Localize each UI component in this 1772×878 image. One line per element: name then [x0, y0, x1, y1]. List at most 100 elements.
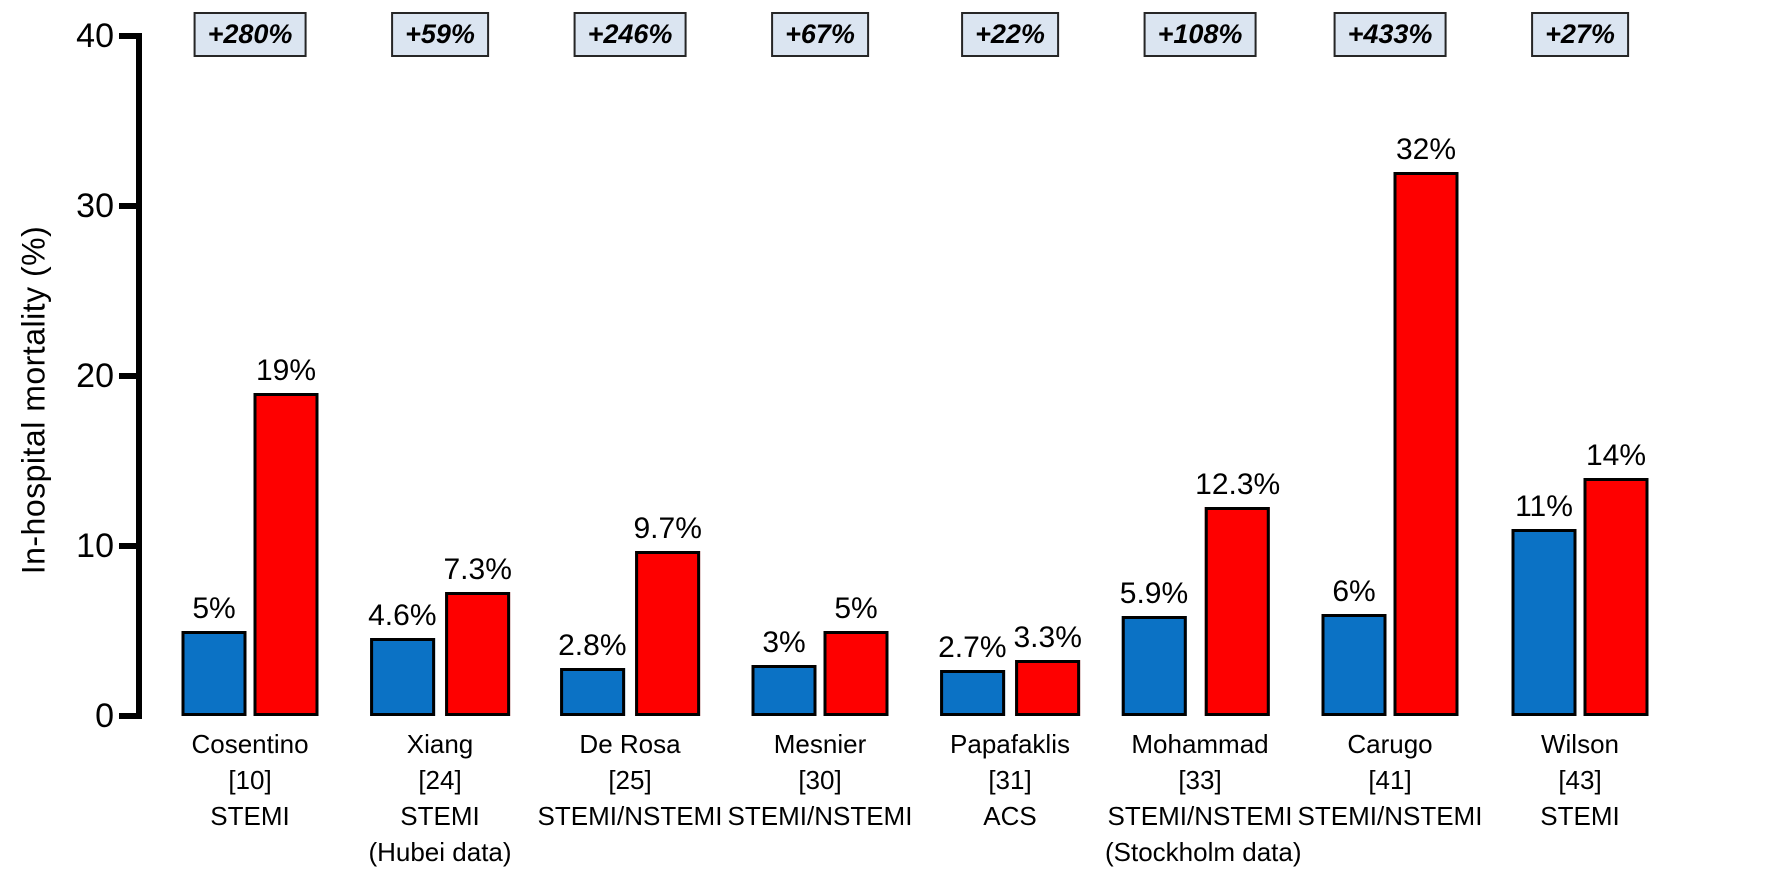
bar-group: +246% 2.8% 9.7% De Rosa [25] STEMI/NSTEMI	[535, 0, 725, 878]
blue-bar	[369, 638, 435, 716]
y-tick-mark	[119, 543, 136, 549]
category-label: Carugo [41] STEMI/NSTEMI	[1295, 726, 1485, 834]
blue-bar	[181, 631, 247, 716]
category-label-line: Cosentino	[191, 729, 309, 759]
red-bar-value-label: 5%	[834, 592, 878, 625]
percent-change-box: +59%	[391, 12, 489, 57]
category-label: Mesnier [30] STEMI/NSTEMI	[725, 726, 915, 834]
y-tick-mark	[119, 373, 136, 379]
category-label-line: Xiang	[406, 729, 474, 759]
percent-change-box: +433%	[1333, 12, 1447, 57]
blue-bar	[939, 670, 1005, 716]
bar-pair: 5% 19%	[181, 354, 319, 716]
red-bar-value-label: 12.3%	[1195, 468, 1281, 501]
bar-wrap-red: 9.7%	[634, 514, 702, 716]
bar-group: +433% 6% 32% Carugo [41] STEMI/NSTEMI	[1295, 0, 1485, 878]
category-label-line: STEMI/NSTEMI	[1107, 801, 1293, 831]
percent-change-box: +27%	[1531, 12, 1629, 57]
y-tick-mark	[119, 713, 136, 719]
bar-group: +22% 2.7% 3.3% Papafaklis [31] ACS	[915, 0, 1105, 878]
category-label-line: [33]	[1178, 765, 1222, 795]
percent-change-box: +67%	[771, 12, 869, 57]
bar-group: +280% 5% 19% Cosentino [10] STEMI	[155, 0, 345, 878]
red-bar	[1205, 507, 1271, 716]
category-label-line: STEMI/NSTEMI	[727, 801, 913, 831]
blue-bar	[1511, 529, 1577, 716]
bar-wrap-blue: 3%	[751, 626, 817, 716]
category-label: Wilson [43] STEMI	[1485, 726, 1675, 834]
category-label-line: De Rosa	[579, 729, 681, 759]
red-bar-value-label: 9.7%	[633, 512, 702, 545]
blue-bar-value-label: 2.7%	[938, 631, 1007, 664]
red-bar-value-label: 19%	[255, 354, 317, 387]
bar-wrap-red: 14%	[1583, 439, 1649, 716]
category-label-line: [10]	[228, 765, 272, 795]
category-label-line: [24]	[418, 765, 462, 795]
bar-wrap-blue: 6%	[1321, 575, 1387, 716]
category-label-line: [30]	[798, 765, 842, 795]
y-tick-label: 20	[76, 357, 114, 395]
bar-pair: 11% 14%	[1511, 439, 1649, 716]
bar-group: +67% 3% 5% Mesnier [30] STEMI/NSTEMI	[725, 0, 915, 878]
category-label-line: Mohammad	[1131, 729, 1269, 759]
y-tick-label: 40	[76, 17, 114, 55]
blue-bar-value-label: 3%	[762, 626, 806, 659]
bar-wrap-red: 32%	[1393, 133, 1459, 716]
category-label-line: [31]	[988, 765, 1032, 795]
bar-pair: 4.6% 7.3%	[368, 555, 512, 716]
percent-change-box: +22%	[961, 12, 1059, 57]
category-label-line: STEMI	[400, 801, 480, 831]
y-tick-label: 10	[76, 527, 114, 565]
bar-pair: 2.7% 3.3%	[938, 623, 1082, 716]
bar-wrap-blue: 2.7%	[938, 631, 1007, 716]
category-label: Xiang [24] STEMI (Hubei data)	[345, 726, 535, 870]
bar-pair: 6% 32%	[1321, 133, 1459, 716]
red-bar-value-label: 3.3%	[1013, 621, 1082, 654]
category-label-line: [41]	[1368, 765, 1412, 795]
bar-pair: 5.9% 12.3%	[1120, 470, 1280, 716]
category-label-line: STEMI	[210, 801, 290, 831]
blue-bar-value-label: 5.9%	[1119, 577, 1189, 610]
blue-bar-value-label: 2.8%	[558, 629, 627, 662]
red-bar	[1015, 660, 1081, 716]
red-bar	[253, 393, 319, 716]
category-label-line: STEMI	[1540, 801, 1620, 831]
y-tick-label: 0	[95, 697, 114, 735]
red-bar-value-label: 32%	[1395, 133, 1457, 166]
category-label-line: [43]	[1558, 765, 1602, 795]
blue-bar-value-label: 11%	[1515, 490, 1573, 523]
red-bar-value-label: 7.3%	[443, 553, 512, 586]
bar-wrap-red: 7.3%	[444, 555, 512, 716]
bar-wrap-red: 12.3%	[1195, 470, 1280, 716]
bar-wrap-red: 5%	[823, 592, 889, 716]
category-label: Mohammad [33] STEMI/NSTEMI (Stockholm data)	[1105, 726, 1302, 870]
category-label-line: STEMI/NSTEMI	[537, 801, 723, 831]
bar-wrap-blue: 11%	[1511, 490, 1577, 716]
red-bar	[823, 631, 889, 716]
bar-pair: 2.8% 9.7%	[558, 514, 702, 716]
category-label-line: Wilson	[1540, 729, 1619, 759]
bar-wrap-blue: 2.8%	[558, 629, 627, 716]
blue-bar-value-label: 6%	[1332, 575, 1376, 608]
category-label-line: ACS	[983, 801, 1037, 831]
bar-wrap-blue: 5.9%	[1120, 579, 1188, 716]
y-axis-title: In-hospital mortality (%)	[15, 225, 52, 575]
y-tick-mark	[119, 33, 136, 39]
bar-wrap-blue: 5%	[181, 594, 247, 716]
red-bar	[635, 551, 701, 716]
bar-wrap-blue: 4.6%	[368, 601, 437, 716]
blue-bar	[1121, 616, 1187, 716]
category-label-line: Mesnier	[773, 729, 867, 759]
y-axis-line	[136, 33, 142, 719]
red-bar-value-label: 14%	[1585, 439, 1647, 472]
bar-group: +27% 11% 14% Wilson [43] STEMI	[1485, 0, 1675, 878]
bar-group: +108% 5.9% 12.3% Mohammad [33] STEMI/NSTEM…	[1105, 0, 1302, 878]
red-bar	[445, 592, 511, 716]
percent-change-box: +280%	[193, 12, 307, 57]
category-label-line: Papafaklis	[950, 729, 1070, 759]
bar-wrap-red: 3.3%	[1014, 623, 1082, 716]
bar-group: +59% 4.6% 7.3% Xiang [24] STEMI (Hubei data…	[345, 0, 535, 878]
percent-change-box: +108%	[1143, 12, 1257, 57]
blue-bar	[559, 668, 625, 716]
